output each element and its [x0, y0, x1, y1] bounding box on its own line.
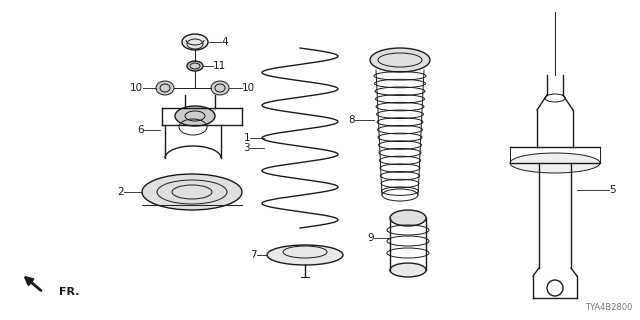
Text: 11: 11 [213, 61, 227, 71]
Ellipse shape [390, 210, 426, 226]
Text: 8: 8 [348, 115, 355, 125]
Ellipse shape [267, 245, 343, 265]
Text: 3: 3 [243, 143, 250, 153]
Ellipse shape [211, 81, 229, 95]
Text: 10: 10 [242, 83, 255, 93]
Text: 9: 9 [367, 233, 374, 243]
Text: 6: 6 [138, 125, 144, 135]
Text: 2: 2 [117, 187, 124, 197]
Ellipse shape [182, 34, 208, 50]
Ellipse shape [370, 48, 430, 72]
Ellipse shape [390, 263, 426, 277]
Ellipse shape [510, 153, 600, 173]
Ellipse shape [175, 106, 215, 126]
Ellipse shape [156, 81, 174, 95]
Text: 7: 7 [250, 250, 257, 260]
Ellipse shape [142, 174, 242, 210]
Ellipse shape [187, 61, 203, 71]
Text: TYA4B2800: TYA4B2800 [584, 303, 632, 312]
Text: 4: 4 [221, 37, 228, 47]
Text: 1: 1 [243, 133, 250, 143]
Text: 10: 10 [130, 83, 143, 93]
Text: 5: 5 [609, 185, 616, 195]
Text: FR.: FR. [59, 287, 79, 297]
